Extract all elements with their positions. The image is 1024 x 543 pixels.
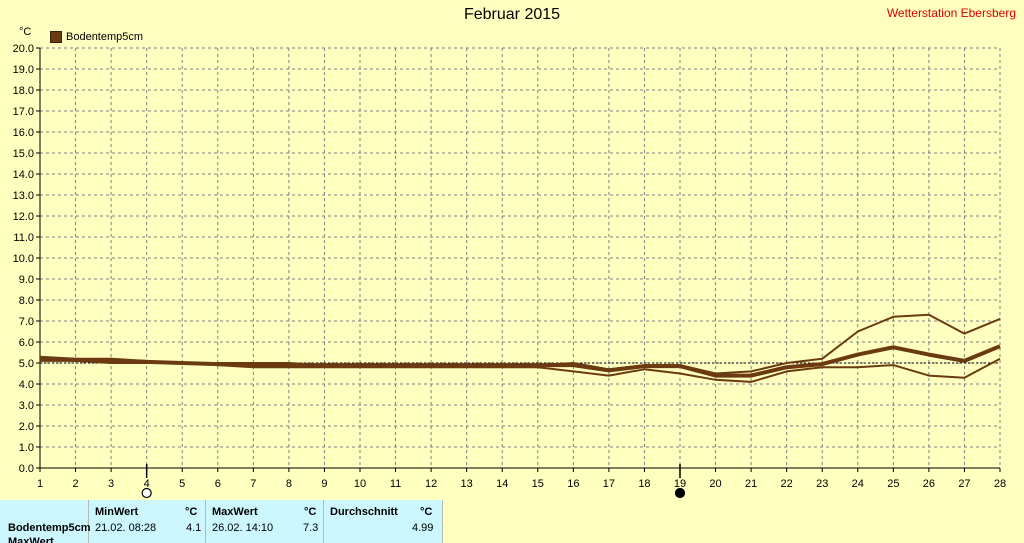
x-tick-label: 20 [709,478,721,490]
moon-full-marker [141,487,152,499]
y-tick-label: 7.0 [19,316,34,328]
x-tick-label: 5 [179,478,185,490]
x-tick-label: 3 [108,478,114,490]
legend: Bodentemp5cm [50,31,143,43]
y-axis-unit: °C [19,26,32,38]
y-tick-label: 19.0 [13,64,34,76]
x-tick-label: 13 [461,478,473,490]
y-tick-label: 1.0 [19,442,34,454]
avg-header: Durchschnitt [330,506,398,518]
row-label: Bodentemp5cm [8,522,91,534]
min-date: 21.02. 08:28 [95,522,157,534]
x-tick-label: 15 [532,478,544,490]
moon-new-marker [674,487,686,499]
stats-panel: MinWert °C MaxWert °C Durchschnitt °C Bo… [0,500,1024,543]
y-tick-label: 9.0 [19,274,34,286]
max-value: 7.3 [303,522,319,534]
x-tick-label: 16 [567,478,579,490]
max-unit-header: °C [304,506,317,518]
y-tick-label: 11.0 [13,232,34,244]
stats-divider [323,500,324,543]
stats-table: MinWert °C MaxWert °C Durchschnitt °C Bo… [0,500,443,543]
y-tick-label: 10.0 [13,253,34,265]
x-tick-label: 4 [144,478,150,490]
x-tick-label: 25 [887,478,899,490]
chart-area: 0.01.02.03.04.05.06.07.08.09.010.011.012… [13,43,1006,499]
y-tick-label: 2.0 [19,421,34,433]
y-tick-label: 12.0 [13,211,34,223]
y-tick-label: 17.0 [13,106,34,118]
station-name: Wetterstation Ebersberg [886,6,1016,20]
chart-title: Februar 2015 [463,6,561,23]
y-tick-label: 8.0 [19,295,34,307]
stats-divider [88,500,89,543]
y-tick-label: 4.0 [19,379,34,391]
series-line-mean [39,344,1001,378]
x-tick-label: 22 [781,478,793,490]
row-label-2: MaxWert [8,536,54,543]
x-tick-label: 14 [496,478,508,490]
y-tick-label: 20.0 [13,43,34,55]
avg-value: 4.99 [412,522,434,534]
x-tick-label: 2 [72,478,78,490]
y-tick-label: 0.0 [19,463,34,475]
min-unit-header: °C [185,506,198,518]
legend-swatch [50,31,62,43]
legend-label: Bodentemp5cm [66,31,144,43]
y-tick-label: 14.0 [13,169,34,181]
y-tick-label: 13.0 [13,190,34,202]
y-tick-label: 6.0 [19,337,34,349]
y-tick-label: 16.0 [13,127,34,139]
x-tick-label: 26 [923,478,935,490]
x-tick-label: 12 [425,478,437,490]
stats-divider [205,500,206,543]
x-tick-label: 10 [354,478,366,490]
avg-unit-header: °C [420,506,433,518]
x-tick-label: 9 [321,478,327,490]
y-tick-label: 5.0 [19,358,34,370]
y-tick-label: 3.0 [19,400,34,412]
min-header: MinWert [95,506,139,518]
x-tick-label: 6 [215,478,221,490]
x-tick-label: 21 [745,478,757,490]
min-value: 4.1 [186,522,202,534]
max-header: MaxWert [212,506,258,518]
x-tick-label: 18 [638,478,650,490]
x-tick-label: 17 [603,478,615,490]
y-tick-label: 15.0 [13,148,34,160]
x-tick-label: 24 [852,478,864,490]
x-tick-label: 7 [250,478,256,490]
x-tick-label: 19 [674,478,686,490]
max-date: 26.02. 14:10 [212,522,274,534]
x-tick-label: 28 [994,478,1006,490]
x-tick-label: 1 [37,478,43,490]
x-tick-label: 23 [816,478,828,490]
y-tick-label: 18.0 [13,85,34,97]
series-line-min [40,357,1001,383]
x-tick-label: 8 [286,478,292,490]
x-tick-label: 11 [390,478,401,490]
x-tick-label: 27 [958,478,970,490]
